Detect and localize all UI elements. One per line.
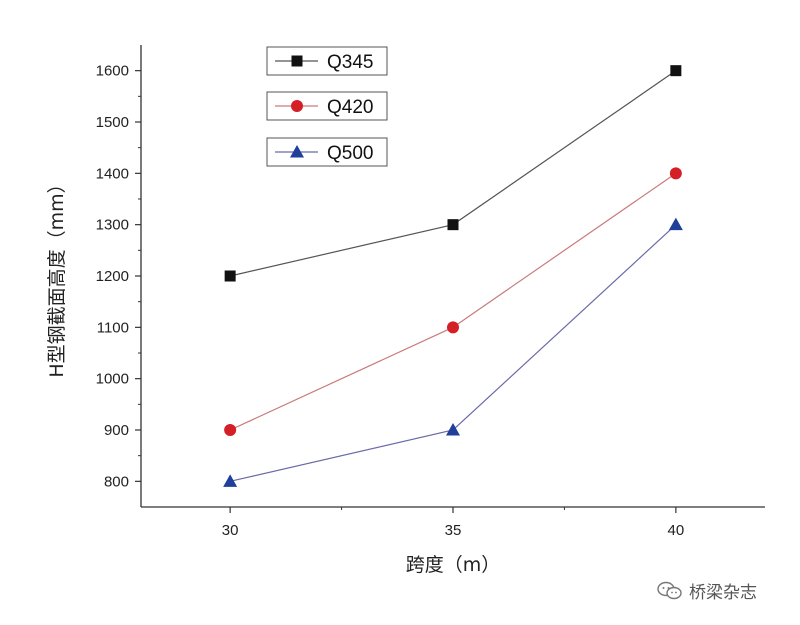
y-tick-label: 800 bbox=[104, 473, 129, 490]
x-tick-label: 40 bbox=[668, 522, 685, 539]
x-tick-label: 35 bbox=[445, 522, 462, 539]
y-tick-label: 1400 bbox=[96, 165, 129, 182]
legend-label: Q345 bbox=[327, 52, 373, 73]
data-point bbox=[668, 217, 683, 231]
data-point bbox=[669, 167, 682, 180]
legend-marker bbox=[291, 55, 303, 67]
data-point bbox=[670, 65, 682, 77]
y-tick-label: 900 bbox=[104, 422, 129, 439]
x-axis-title: 跨度（m） bbox=[406, 554, 501, 576]
y-tick-label: 1300 bbox=[96, 217, 129, 234]
watermark: 桥梁杂志 bbox=[657, 578, 757, 603]
data-point bbox=[224, 424, 237, 436]
series-layer bbox=[223, 65, 683, 487]
series-q345 bbox=[224, 65, 682, 282]
series-q500 bbox=[223, 217, 683, 487]
y-axis-title: H型钢截面高度（mm） bbox=[46, 174, 68, 377]
y-ticks: 800 900 1000 1100 1200 1300 1400 1500 1600 bbox=[96, 63, 141, 490]
y-tick-label: 1600 bbox=[96, 63, 129, 80]
legend-marker bbox=[290, 145, 304, 158]
data-point bbox=[224, 270, 236, 282]
y-tick-label: 1000 bbox=[96, 371, 129, 388]
series-q420 bbox=[224, 167, 682, 436]
legend-item-q420: Q420 bbox=[266, 91, 388, 121]
data-point bbox=[447, 321, 459, 334]
legend-label: Q500 bbox=[327, 143, 373, 164]
y-tick-label: 1100 bbox=[97, 319, 129, 336]
wechat-icon bbox=[657, 581, 682, 599]
data-point bbox=[446, 423, 460, 436]
legend-label: Q420 bbox=[327, 97, 373, 118]
legend: Q345 Q420 Q500 bbox=[266, 46, 388, 167]
data-point bbox=[447, 219, 459, 231]
x-tick-label: 30 bbox=[222, 522, 239, 539]
series-line bbox=[229, 172, 677, 431]
series-line bbox=[230, 224, 677, 482]
y-tick-label: 1500 bbox=[96, 114, 129, 131]
watermark-text: 桥梁杂志 bbox=[689, 583, 757, 603]
data-point bbox=[223, 474, 238, 487]
legend-marker bbox=[291, 100, 303, 112]
legend-item-q345: Q345 bbox=[266, 46, 388, 76]
x-ticks: 30 35 40 bbox=[222, 507, 684, 539]
y-tick-label: 1200 bbox=[96, 268, 129, 285]
legend-item-q500: Q500 bbox=[266, 137, 388, 167]
